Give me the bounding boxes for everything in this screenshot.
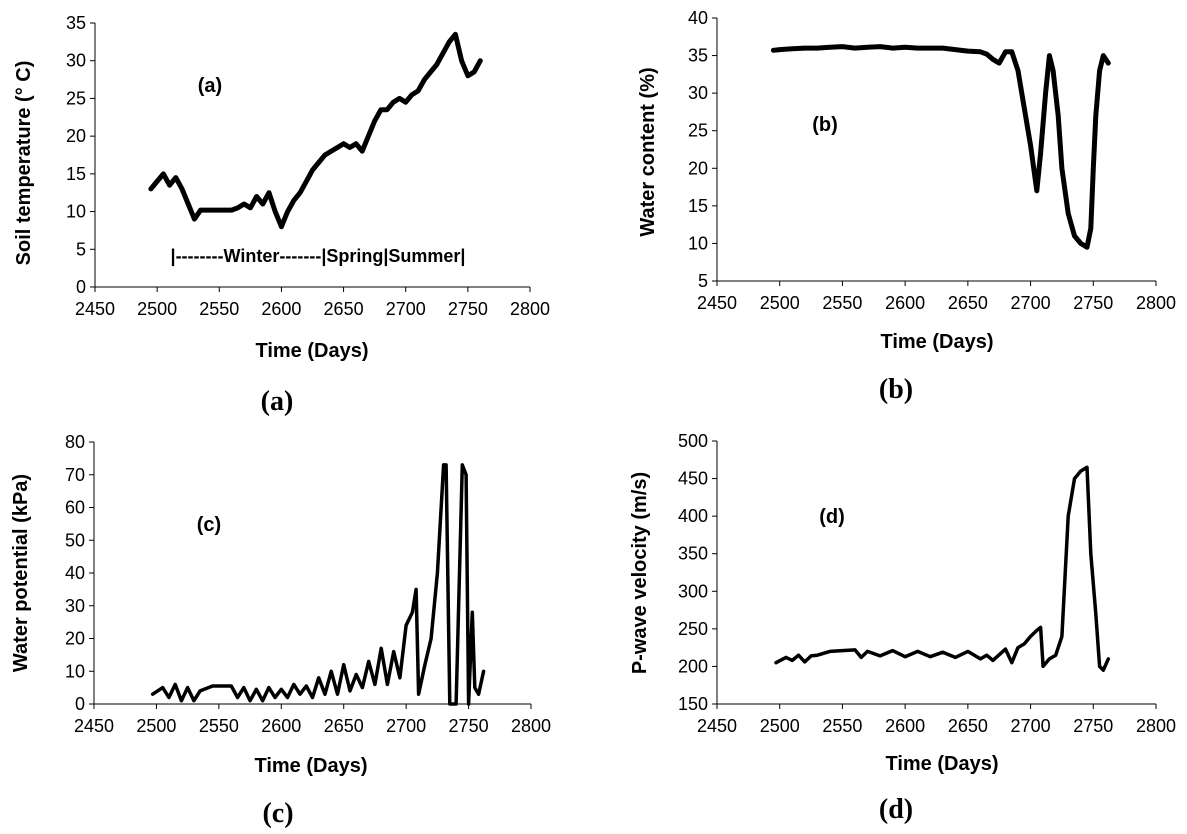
panel-c-y-tick-label: 20 xyxy=(65,629,85,649)
panel-c-xlabel: Time (Days) xyxy=(254,755,367,777)
panel-c-x-tick-label: 2650 xyxy=(324,716,364,736)
panel-b-series-line xyxy=(770,44,1111,250)
panel-b-y-tick-label: 35 xyxy=(688,46,708,66)
panel-d-y-tick-label: 350 xyxy=(678,544,708,564)
panel-a-y-tick-label: 10 xyxy=(66,202,86,222)
panel-c-caption: (c) xyxy=(262,798,293,829)
panel-c-y-tick-label: 70 xyxy=(65,465,85,485)
panel-a-x-tick-label: 2450 xyxy=(75,299,115,319)
panel-d-y-tick-label: 300 xyxy=(678,581,708,601)
panel-c-y-tick-label: 50 xyxy=(65,530,85,550)
panel-c-x-tick-label: 2550 xyxy=(199,716,239,736)
panel-d-x-tick-label: 2450 xyxy=(697,716,737,736)
panel-a-y-tick-label: 5 xyxy=(76,239,86,259)
panel-a-y-tick-label: 25 xyxy=(66,88,86,108)
panel-d-x-tick-label: 2800 xyxy=(1136,716,1176,736)
panel-a-x-tick-label: 2750 xyxy=(448,299,488,319)
panel-a-series-line xyxy=(148,31,483,230)
panel-b-y-tick-label: 30 xyxy=(688,83,708,103)
panel-a-x-tick-label: 2700 xyxy=(386,299,426,319)
panel-d-x-tick-label: 2700 xyxy=(1011,716,1051,736)
panel-c-y-tick-label: 30 xyxy=(65,596,85,616)
panel-b-xlabel: Time (Days) xyxy=(880,331,993,353)
panel-d-y-tick-label: 200 xyxy=(678,656,708,676)
panel-c-inner-label: (c) xyxy=(197,514,221,536)
panel-c-series-line xyxy=(150,463,486,706)
panel-b-y-tick-label: 5 xyxy=(698,271,708,291)
panel-b-inner-label: (b) xyxy=(812,114,838,136)
panel-d-y-tick-label: 500 xyxy=(678,431,708,451)
panel-a-y-tick-label: 30 xyxy=(66,51,86,71)
panel-c-x-tick-label: 2750 xyxy=(449,716,489,736)
panel-b-x-tick-label: 2650 xyxy=(948,293,988,313)
panel-a-soil-temperature: Soil temperature (° C) Time (Days) (a) |… xyxy=(13,13,550,417)
panel-b-y-tick-label: 15 xyxy=(688,196,708,216)
panel-d-x-tick-label: 2500 xyxy=(760,716,800,736)
panel-b-x-tick-label: 2500 xyxy=(760,293,800,313)
panel-b-x-tick-label: 2550 xyxy=(822,293,862,313)
panel-a-xlabel: Time (Days) xyxy=(255,340,368,362)
panel-a-caption: (a) xyxy=(261,386,294,417)
panel-a-y-tick-label: 15 xyxy=(66,164,86,184)
panel-b-x-tick-label: 2600 xyxy=(885,293,925,313)
panel-c-y-tick-label: 40 xyxy=(65,563,85,583)
panel-d-y-tick-label: 250 xyxy=(678,619,708,639)
panel-b-y-tick-label: 40 xyxy=(688,8,708,28)
panel-d-x-tick-label: 2650 xyxy=(948,716,988,736)
panel-c-x-tick-label: 2800 xyxy=(511,716,551,736)
panel-a-y-tick-label: 20 xyxy=(66,126,86,146)
panel-c-y-tick-label: 60 xyxy=(65,498,85,518)
panel-b-caption: (b) xyxy=(879,374,913,405)
panel-c-x-tick-label: 2450 xyxy=(74,716,114,736)
panel-c-water-potential: Water potential (kPa) Time (Days) (c) (c… xyxy=(10,432,551,829)
panel-d-xlabel: Time (Days) xyxy=(885,753,998,775)
panel-a-x-tick-label: 2650 xyxy=(324,299,364,319)
panel-b-y-tick-label: 10 xyxy=(688,233,708,253)
panel-b-x-tick-label: 2450 xyxy=(697,293,737,313)
panel-c-x-tick-label: 2500 xyxy=(136,716,176,736)
panel-a-x-tick-label: 2600 xyxy=(261,299,301,319)
panel-a-ylabel: Soil temperature (° C) xyxy=(13,61,35,266)
panel-d-x-tick-label: 2750 xyxy=(1073,716,1113,736)
panel-c-x-tick-label: 2600 xyxy=(261,716,301,736)
panel-d-x-tick-label: 2600 xyxy=(885,716,925,736)
panel-b-x-tick-label: 2800 xyxy=(1136,293,1176,313)
panel-d-p-wave-velocity: P-wave velocity (m/s) Time (Days) (d) (d… xyxy=(629,431,1176,825)
panel-a-y-tick-label: 0 xyxy=(76,277,86,297)
panel-b-y-tick-label: 20 xyxy=(688,158,708,178)
panel-b-water-content: Water content (%) Time (Days) (b) (b) 5 1… xyxy=(637,8,1176,405)
panel-a-inner-label: (a) xyxy=(198,75,222,97)
season-annotation: |--------Winter-------|Spring|Summer| xyxy=(171,246,466,266)
panel-a-y-tick-label: 35 xyxy=(66,13,86,33)
panel-b-y-tick-label: 25 xyxy=(688,121,708,141)
panel-c-ylabel: Water potential (kPa) xyxy=(10,474,32,672)
panel-d-y-tick-label: 400 xyxy=(678,506,708,526)
panel-c-x-tick-label: 2700 xyxy=(386,716,426,736)
panel-d-caption: (d) xyxy=(879,794,913,825)
panel-d-series-line xyxy=(774,465,1111,672)
panel-a-x-tick-label: 2800 xyxy=(510,299,550,319)
panel-a-x-tick-label: 2500 xyxy=(137,299,177,319)
panel-b-ylabel: Water content (%) xyxy=(637,67,659,236)
panel-d-ylabel: P-wave velocity (m/s) xyxy=(629,472,651,674)
panel-d-y-tick-label: 150 xyxy=(678,694,708,714)
panel-a-x-tick-label: 2550 xyxy=(199,299,239,319)
panel-d-inner-label: (d) xyxy=(819,506,845,528)
panel-c-y-tick-label: 10 xyxy=(65,661,85,681)
panel-d-y-tick-label: 450 xyxy=(678,469,708,489)
panel-d-x-tick-label: 2550 xyxy=(822,716,862,736)
panel-c-y-tick-label: 0 xyxy=(75,694,85,714)
panel-b-x-tick-label: 2700 xyxy=(1011,293,1051,313)
panel-c-y-tick-label: 80 xyxy=(65,432,85,452)
panel-b-x-tick-label: 2750 xyxy=(1073,293,1113,313)
